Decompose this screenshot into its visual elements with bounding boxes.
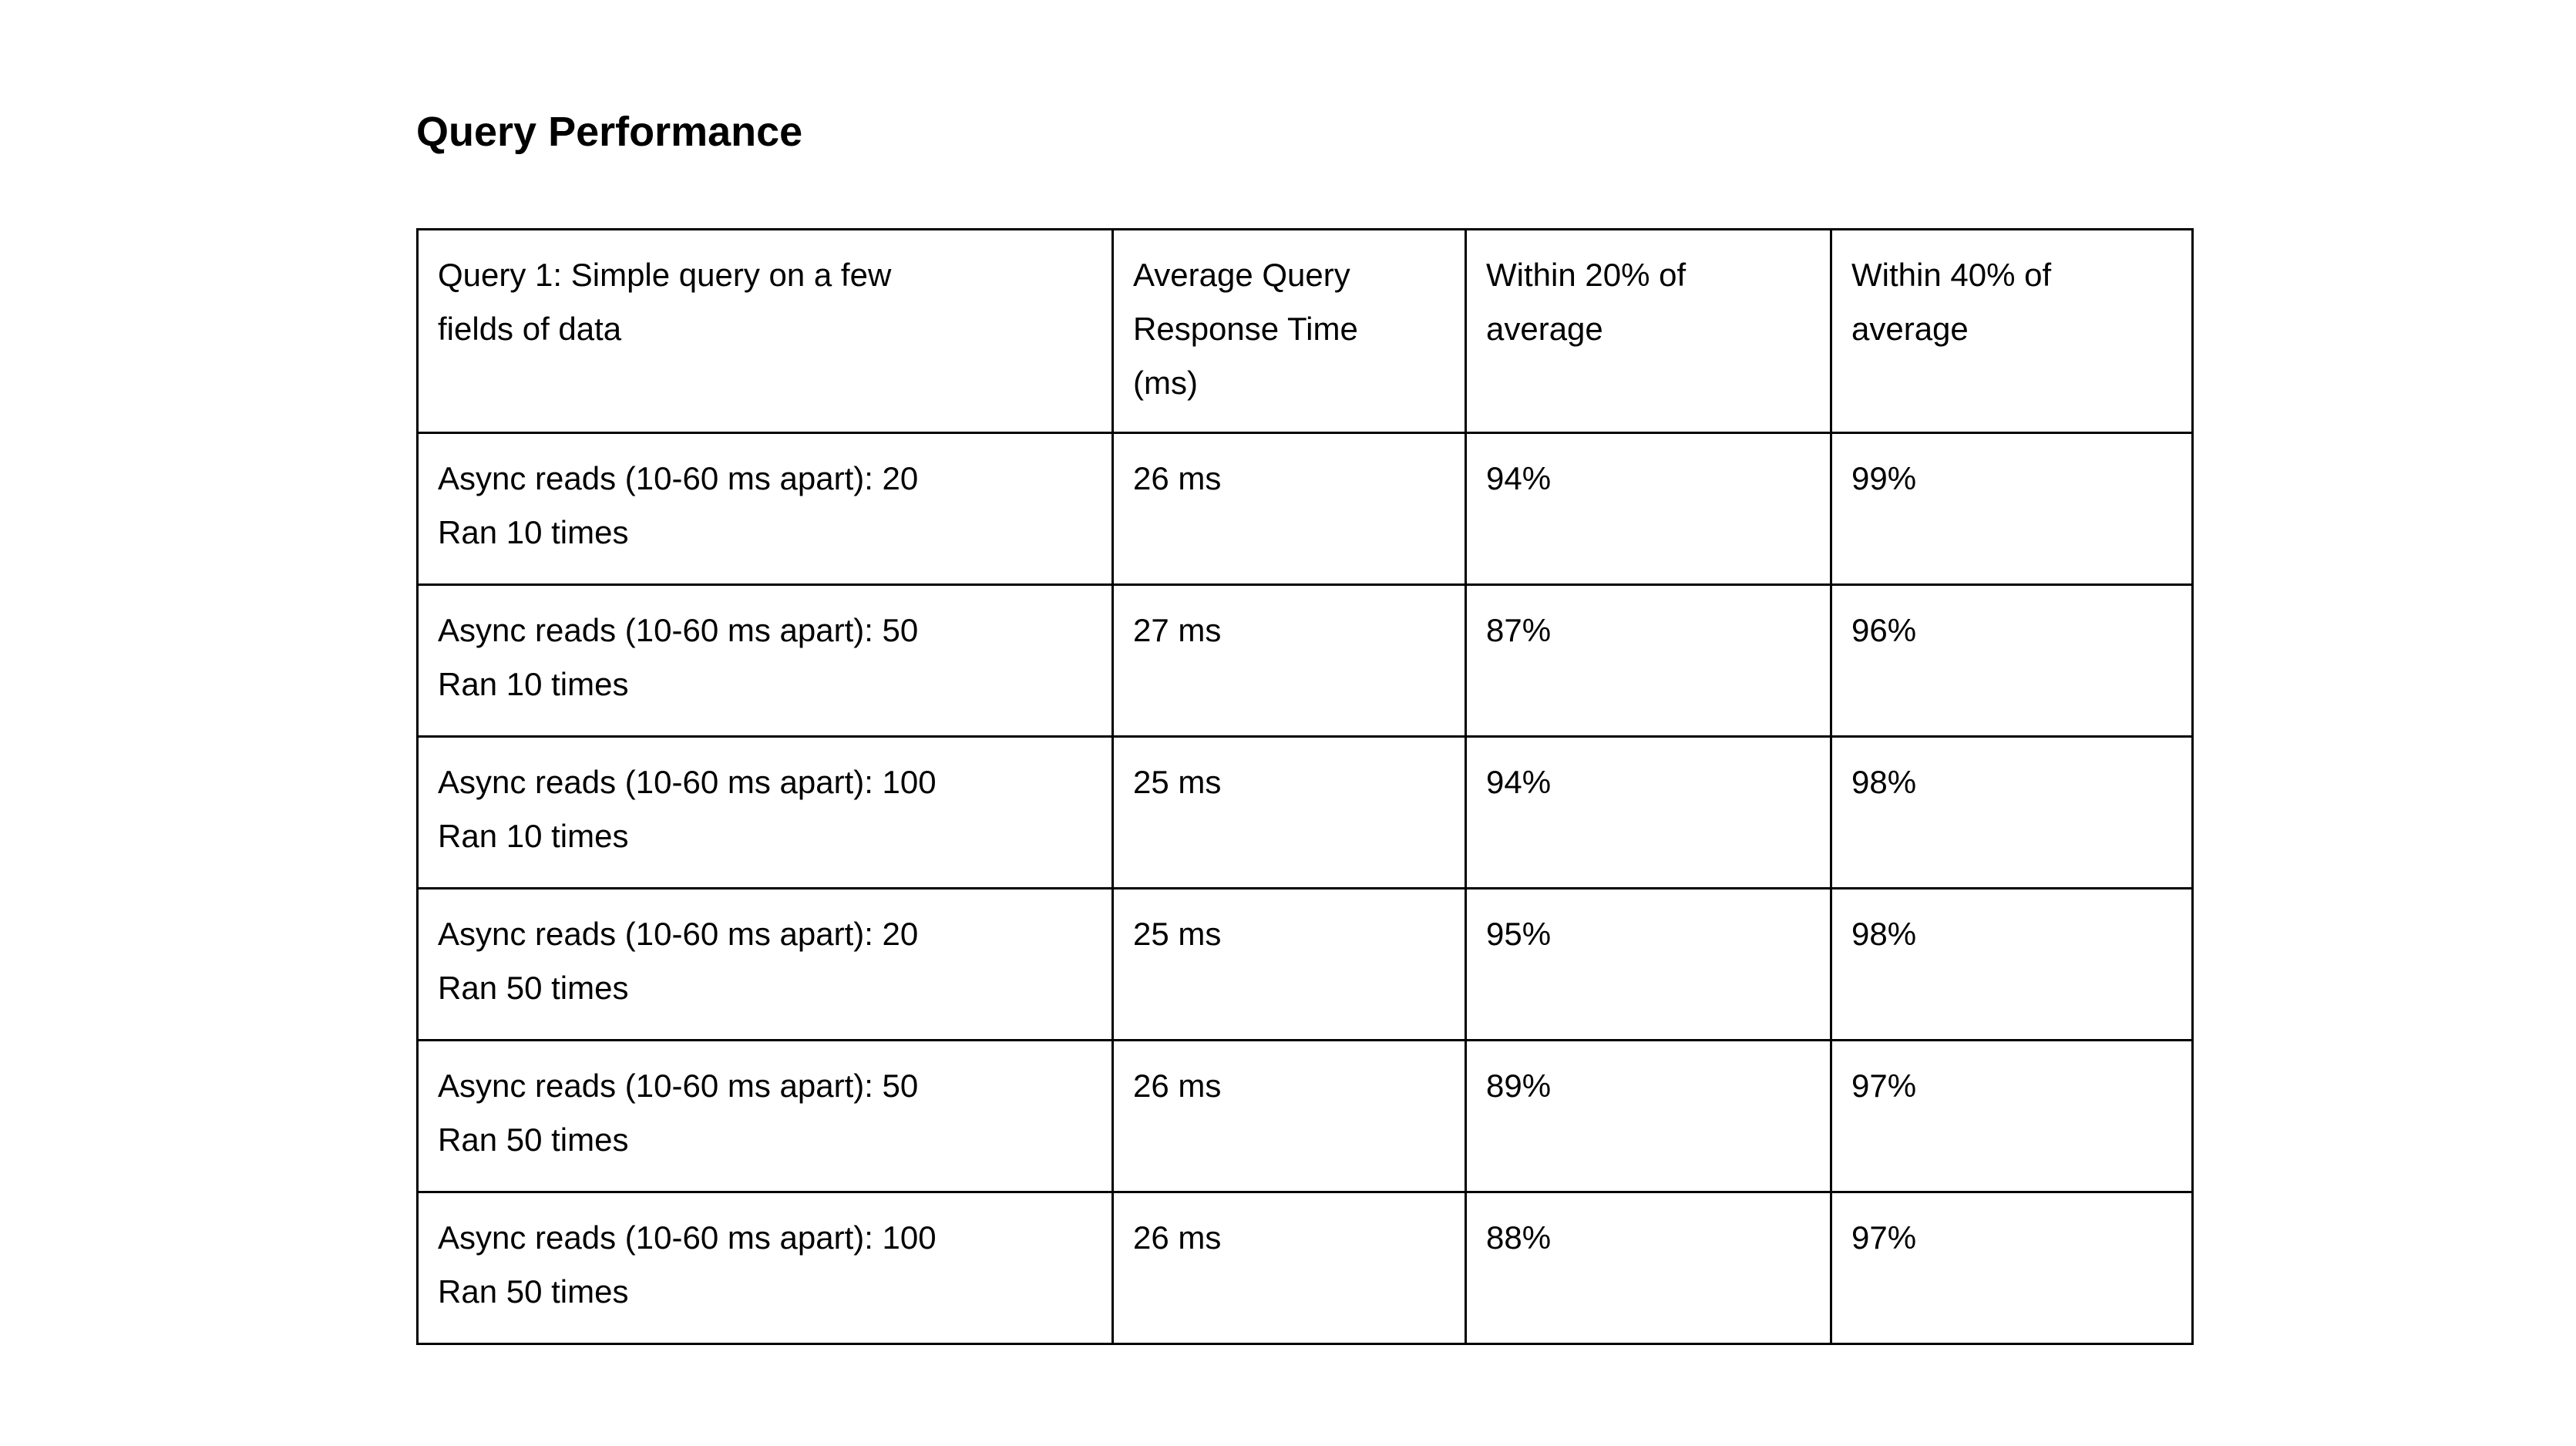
cell-average-response-time: 25 ms: [1111, 735, 1467, 889]
cell-within-20: 89%: [1465, 1038, 1832, 1193]
cell-within-40: 97%: [1830, 1190, 2194, 1345]
page-title: Query Performance: [416, 109, 803, 155]
header-cell-average-response-time: Average Query Response Time (ms): [1111, 227, 1467, 434]
table-row: Async reads (10-60 ms apart): 100 Ran 50 …: [416, 1190, 2194, 1345]
cell-within-20: 94%: [1465, 735, 1832, 889]
table-body: Async reads (10-60 ms apart): 20 Ran 10 t…: [416, 431, 2194, 1345]
cell-within-40: 98%: [1830, 886, 2194, 1041]
cell-within-20: 94%: [1465, 431, 1832, 586]
header-cell-scenario: Query 1: Simple query on a few fields of …: [416, 227, 1114, 434]
cell-within-40: 98%: [1830, 735, 2194, 889]
table-header: Query 1: Simple query on a few fields of …: [416, 227, 2194, 434]
table-row: Async reads (10-60 ms apart): 50 Ran 50 t…: [416, 1038, 2194, 1193]
cell-scenario: Async reads (10-60 ms apart): 100 Ran 50 …: [416, 1190, 1114, 1345]
table-row: Async reads (10-60 ms apart): 20 Ran 50 t…: [416, 886, 2194, 1041]
cell-within-20: 95%: [1465, 886, 1832, 1041]
document-content: Query Performance Query 1: Simple query …: [416, 106, 2197, 1345]
cell-average-response-time: 25 ms: [1111, 886, 1467, 1041]
cell-average-response-time: 27 ms: [1111, 583, 1467, 738]
cell-average-response-time: 26 ms: [1111, 1038, 1467, 1193]
query-performance-table: Query 1: Simple query on a few fields of …: [416, 227, 2194, 1345]
cell-scenario: Async reads (10-60 ms apart): 50 Ran 10 t…: [416, 583, 1114, 738]
cell-average-response-time: 26 ms: [1111, 431, 1467, 586]
cell-scenario: Async reads (10-60 ms apart): 20 Ran 10 t…: [416, 431, 1114, 586]
table-row: Async reads (10-60 ms apart): 50 Ran 10 t…: [416, 583, 2194, 738]
table-header-row: Query 1: Simple query on a few fields of …: [416, 227, 2194, 434]
cell-average-response-time: 26 ms: [1111, 1190, 1467, 1345]
cell-within-20: 87%: [1465, 583, 1832, 738]
cell-within-20: 88%: [1465, 1190, 1832, 1345]
header-cell-within-20: Within 20% of average: [1465, 227, 1832, 434]
cell-scenario: Async reads (10-60 ms apart): 50 Ran 50 t…: [416, 1038, 1114, 1193]
cell-within-40: 96%: [1830, 583, 2194, 738]
cell-scenario: Async reads (10-60 ms apart): 100 Ran 10 …: [416, 735, 1114, 889]
header-cell-within-40: Within 40% of average: [1830, 227, 2194, 434]
table-row: Async reads (10-60 ms apart): 20 Ran 10 t…: [416, 431, 2194, 586]
cell-within-40: 99%: [1830, 431, 2194, 586]
cell-within-40: 97%: [1830, 1038, 2194, 1193]
cell-scenario: Async reads (10-60 ms apart): 20 Ran 50 t…: [416, 886, 1114, 1041]
table-row: Async reads (10-60 ms apart): 100 Ran 10 …: [416, 735, 2194, 889]
